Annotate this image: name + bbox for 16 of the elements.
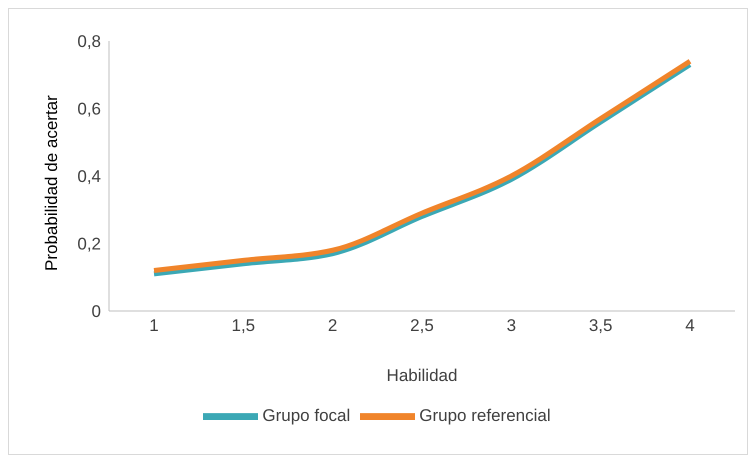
x-tick-label: 1,5 bbox=[232, 316, 256, 336]
x-tick-label: 1 bbox=[149, 316, 159, 336]
legend-label: Grupo focal bbox=[262, 406, 350, 425]
y-axis-title: Probabilidad de acertar bbox=[42, 94, 62, 271]
y-tick-label: 0,6 bbox=[77, 100, 101, 119]
legend-label: Grupo referencial bbox=[419, 406, 551, 425]
y-tick-label: 0,4 bbox=[77, 167, 101, 186]
x-tick-label: 4 bbox=[685, 316, 695, 336]
y-tick-label: 0 bbox=[92, 302, 101, 322]
y-tick-label: 0,2 bbox=[77, 234, 101, 254]
x-tick-label: 3 bbox=[506, 316, 516, 336]
x-axis-title: Habilidad bbox=[386, 366, 458, 385]
x-tick-label: 2,5 bbox=[410, 316, 434, 336]
x-tick-label: 3,5 bbox=[588, 316, 612, 336]
x-tick-label: 2 bbox=[328, 316, 338, 336]
y-tick-label: 0,8 bbox=[77, 32, 101, 52]
